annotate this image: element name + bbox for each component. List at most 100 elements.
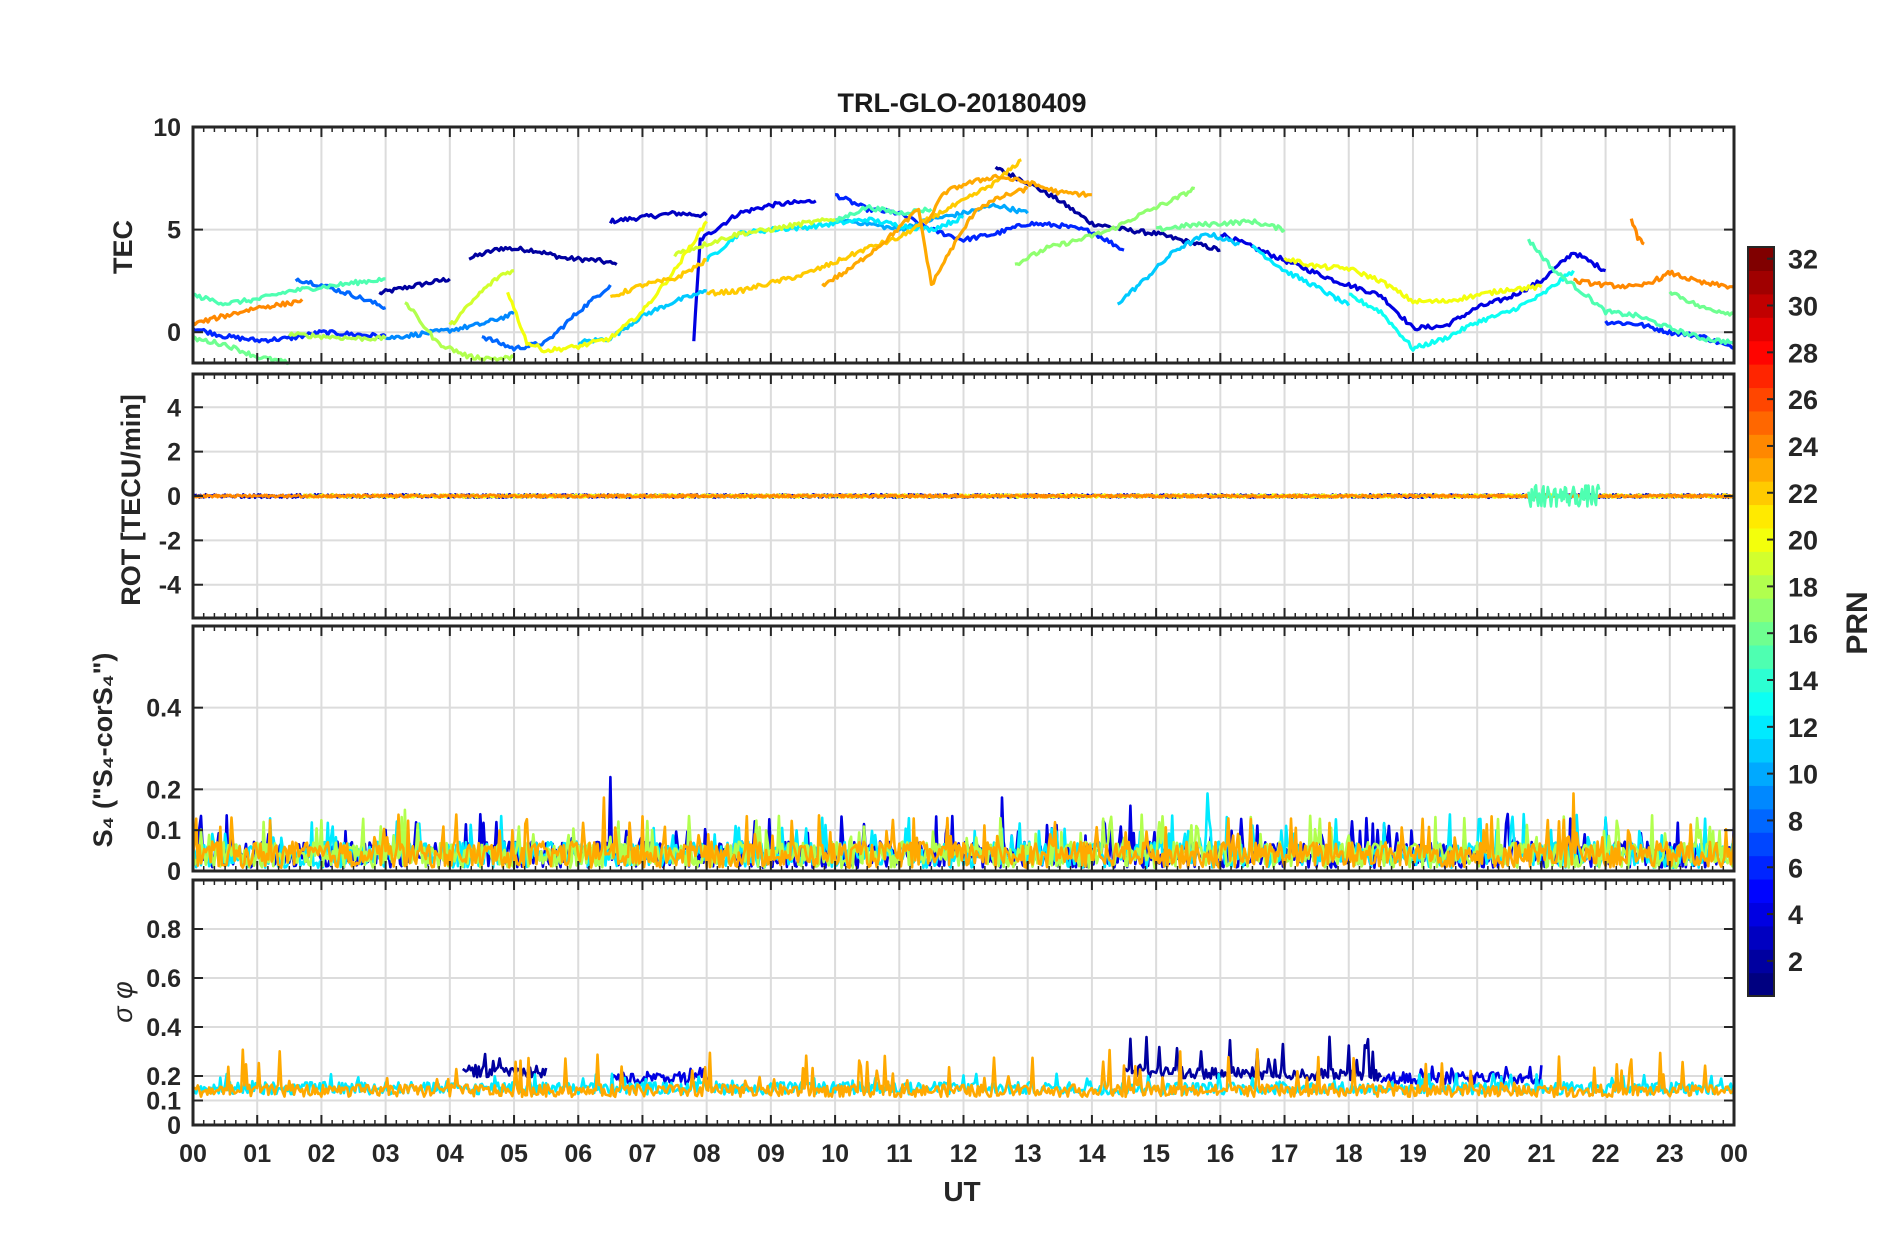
colorbar-tick-label: 22 bbox=[1788, 479, 1818, 509]
y-ticks: 00.10.2 0.4 0.6 0.8 bbox=[146, 916, 1734, 1140]
colorbar-tick-label: 2 bbox=[1788, 947, 1803, 977]
series-line-prn-2 bbox=[1122, 1035, 1383, 1083]
y-tick-label: 0 bbox=[167, 483, 181, 511]
series-line-prn-8 bbox=[481, 284, 612, 352]
y-tick-label: -4 bbox=[159, 572, 181, 600]
x-tick-label: 05 bbox=[500, 1140, 528, 1168]
colorbar-swatch bbox=[1748, 832, 1774, 857]
colorbar-tick-label: 6 bbox=[1788, 853, 1803, 883]
series-line-prn-4 bbox=[692, 198, 817, 342]
colorbar-tick-label: 26 bbox=[1788, 385, 1818, 415]
y-axis-label: S₄ ("S₄-corS₄") bbox=[88, 653, 118, 848]
colorbar-tick-label: 16 bbox=[1788, 619, 1818, 649]
x-tick-label: 06 bbox=[564, 1140, 592, 1168]
colorbar-tick-label: 12 bbox=[1788, 713, 1818, 743]
x-tick-label: 21 bbox=[1527, 1140, 1555, 1168]
x-tick-label: 12 bbox=[950, 1140, 978, 1168]
axes-box bbox=[191, 878, 1736, 1127]
y-tick-label: 0.6 bbox=[146, 965, 181, 993]
x-tick-label: 00 bbox=[179, 1140, 207, 1168]
axes-box bbox=[191, 624, 1736, 873]
x-tick-label: 14 bbox=[1078, 1140, 1106, 1168]
colorbar-swatch bbox=[1748, 785, 1774, 810]
y-tick-label: 0 bbox=[167, 1112, 181, 1140]
colorbar-swatch bbox=[1748, 738, 1774, 763]
panel-sigma-phi: 00.10.2 0.4 0.6 0.8 σ φ bbox=[108, 878, 1736, 1140]
y-tick-label: 10 bbox=[153, 114, 181, 142]
colorbar-tick-label: 10 bbox=[1788, 760, 1818, 790]
y-tick-label: 0.2 bbox=[146, 1063, 181, 1091]
y-ticks: -4 -2 0 2 4 bbox=[159, 394, 1734, 600]
colorbar-tick-label: 18 bbox=[1788, 572, 1818, 602]
colorbar-swatch bbox=[1748, 972, 1774, 997]
series-line-prn-18 bbox=[404, 301, 515, 362]
x-tick-label: 08 bbox=[693, 1140, 721, 1168]
series-line-prn-16 bbox=[192, 334, 290, 366]
series-line-prn-6 bbox=[835, 193, 1125, 252]
series-line-prn-24 bbox=[1629, 218, 1645, 246]
x-tick-label: 11 bbox=[886, 1140, 913, 1168]
series-line-prn-9 bbox=[385, 310, 515, 341]
y-tick-label: 4 bbox=[167, 394, 181, 422]
x-tick-label: 04 bbox=[436, 1140, 464, 1168]
y-tick-label: 0.2 bbox=[146, 776, 181, 804]
colorbar-swatch bbox=[1748, 551, 1774, 576]
axes-box bbox=[191, 372, 1736, 620]
data-lines bbox=[191, 1035, 1736, 1099]
colorbar-tick-label: 30 bbox=[1788, 292, 1818, 322]
series-line-prn-4 bbox=[610, 1066, 708, 1086]
data-lines bbox=[191, 483, 1736, 508]
series-line-prn-24 bbox=[1572, 269, 1735, 290]
y-tick-label: 0.4 bbox=[146, 695, 181, 723]
x-tick-labels: 00 01 02 03 04 05 06 07 08 09 10 11 12 13 14 15 16 17 18 19… bbox=[179, 1140, 1748, 1168]
series-line-prn-15 bbox=[192, 276, 386, 307]
series-line-prn-22 bbox=[609, 257, 708, 299]
colorbar-swatch bbox=[1748, 317, 1774, 342]
series-line-prn-22 bbox=[706, 158, 1022, 297]
y-tick-label: 0 bbox=[167, 319, 181, 347]
colorbar-swatch bbox=[1748, 691, 1774, 716]
x-tick-label: 17 bbox=[1271, 1140, 1299, 1168]
y-tick-label: -2 bbox=[159, 527, 181, 555]
series-line-prn-16 bbox=[1155, 218, 1286, 233]
colorbar-tick-label: 8 bbox=[1788, 806, 1803, 836]
series-line-prn-3 bbox=[608, 210, 708, 225]
series-line-prn-4 bbox=[1380, 1065, 1543, 1086]
x-tick-label: 18 bbox=[1335, 1140, 1363, 1168]
series-line-prn-18 bbox=[287, 331, 387, 342]
y-tick-label: 0.1 bbox=[146, 817, 181, 845]
y-tick-label: 0.8 bbox=[146, 916, 181, 944]
series-line-prn-2 bbox=[468, 245, 618, 266]
series-line-prn-20 bbox=[506, 220, 708, 354]
colorbar-tick-label: 32 bbox=[1788, 245, 1818, 275]
series-line-prn-2 bbox=[994, 165, 1221, 253]
x-tick-label: 15 bbox=[1142, 1140, 1170, 1168]
y-tick-label: 0.1 bbox=[146, 1088, 181, 1116]
gridlines bbox=[193, 626, 1734, 871]
colorbar-swatch bbox=[1748, 457, 1774, 482]
series-line-prn-4 bbox=[1220, 232, 1607, 332]
series-line-prn-24 bbox=[192, 493, 1735, 499]
y-tick-label: 2 bbox=[167, 439, 181, 467]
colorbar-swatches bbox=[1748, 247, 1774, 997]
y-axis-label: TEC bbox=[108, 220, 138, 274]
x-tick-label: 16 bbox=[1206, 1140, 1234, 1168]
colorbar-frame bbox=[1747, 246, 1775, 997]
series-line-prn-24 bbox=[191, 298, 304, 326]
x-tick-label: 23 bbox=[1656, 1140, 1684, 1168]
series-line-prn-11 bbox=[1116, 232, 1241, 306]
series-line-prn-12 bbox=[1251, 244, 1351, 307]
series-line-prn-2 bbox=[378, 277, 451, 296]
panel-rot: -4 -2 0 2 4 ROT [TECU/min] bbox=[116, 372, 1736, 620]
colorbar-swatch bbox=[1748, 598, 1774, 623]
series-line-prn-13 bbox=[1348, 269, 1575, 352]
x-tick-label: 07 bbox=[629, 1140, 657, 1168]
data-lines bbox=[191, 158, 1735, 366]
series-line-prn-16 bbox=[1668, 290, 1735, 317]
series-line-prn-10 bbox=[833, 202, 1029, 232]
colorbar-tick-label: 4 bbox=[1788, 900, 1803, 930]
x-tick-label: 03 bbox=[372, 1140, 400, 1168]
colorbar-tick-label: 14 bbox=[1788, 666, 1818, 696]
x-tick-label: 20 bbox=[1463, 1140, 1491, 1168]
